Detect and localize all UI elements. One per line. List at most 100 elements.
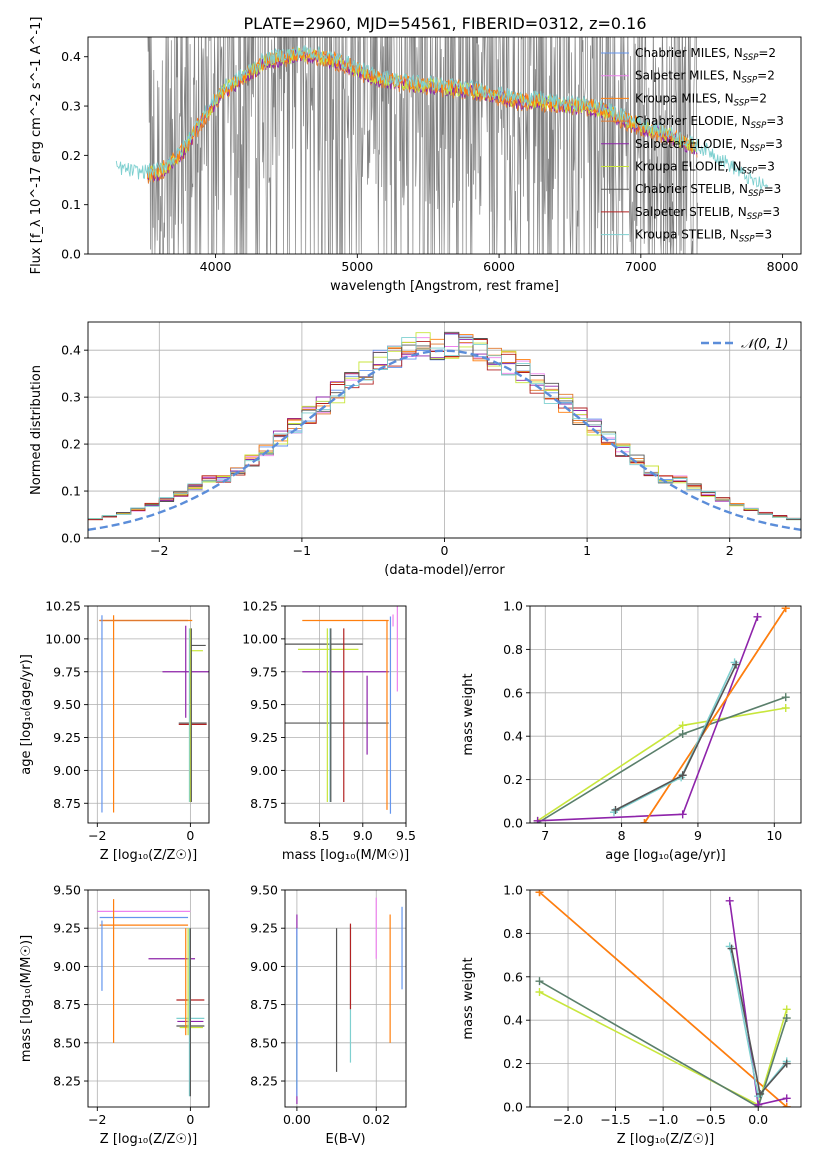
y-tick-label: 0.2 bbox=[503, 772, 523, 787]
weight-series-line bbox=[537, 696, 786, 823]
y-tick-label: 0.6 bbox=[503, 969, 523, 984]
weight-series-line bbox=[539, 980, 788, 1107]
weight-marker bbox=[782, 1005, 791, 1014]
panel-mass_vs_Z: −2 0 8.25 8.50 8.75 9.00 9.25 9.50 Z [log₁₀(Z/Z☉… bbox=[19, 883, 210, 1147]
weight-marker bbox=[754, 1100, 763, 1107]
weight-marker bbox=[781, 703, 790, 712]
axes-frame bbox=[284, 889, 407, 1108]
y-axis-label: mass weight bbox=[461, 957, 476, 1039]
residual-legend: 𝒩(0, 1) bbox=[701, 337, 788, 352]
weight-marker bbox=[753, 612, 762, 621]
x-axis-label: (data-model)/error bbox=[384, 563, 505, 578]
y-tick-label: 9.50 bbox=[53, 883, 81, 898]
weight-marker bbox=[781, 606, 790, 613]
y-tick-label: 0.6 bbox=[503, 685, 523, 700]
data-spectrum-line bbox=[147, 37, 698, 254]
plot-area-residuals bbox=[88, 331, 801, 531]
y-tick-label: 10.00 bbox=[45, 631, 81, 646]
panels-layer: Chabrier MILES, NSSP=2 Salpeter MILES, NS… bbox=[19, 17, 802, 1147]
y-tick-label: 0.0 bbox=[61, 531, 81, 546]
y-tick-label: 9.50 bbox=[53, 697, 81, 712]
weight-marker bbox=[640, 819, 649, 823]
x-tick-label: 8 bbox=[618, 828, 626, 843]
weight-series-line bbox=[613, 662, 736, 813]
panel-residuals: 𝒩(0, 1) −2 −1 0 1 2 0.0 0.1 0.2 0.3 0.4 (data-model… bbox=[29, 321, 802, 578]
figure-title: PLATE=2960, MJD=54561, FIBERID=0312, z=0… bbox=[243, 14, 646, 33]
y-tick-label: 8.75 bbox=[250, 997, 278, 1012]
y-tick-label: 0.4 bbox=[503, 1013, 523, 1028]
weight-marker bbox=[535, 977, 544, 986]
legend-label: Chabrier STELIB, NSSP=3 bbox=[635, 182, 781, 199]
y-tick-label: 9.00 bbox=[53, 763, 81, 778]
x-tick-label: −1 bbox=[293, 543, 311, 558]
y-tick-label: 10.25 bbox=[45, 599, 81, 614]
x-tick-label: −1.5 bbox=[600, 1112, 630, 1127]
plot-area-spectrum bbox=[115, 37, 769, 254]
normal-curve bbox=[88, 349, 801, 531]
x-tick-label: 6000 bbox=[483, 259, 515, 274]
weight-series-line bbox=[643, 607, 787, 823]
plot-area-age_vs_mass bbox=[285, 606, 398, 814]
legend-label: Salpeter ELODIE, NSSP=3 bbox=[635, 137, 783, 154]
y-tick-label: 0.0 bbox=[503, 1100, 523, 1115]
y-tick-label: 10.00 bbox=[242, 631, 278, 646]
weight-marker bbox=[727, 944, 736, 953]
residual-hist-kroupa_stelib bbox=[88, 337, 801, 520]
x-tick-label: −2 bbox=[150, 543, 168, 558]
y-tick-label: 1.0 bbox=[503, 599, 523, 614]
x-tick-label: 2 bbox=[726, 543, 734, 558]
panel-age_vs_mass: 8.5 9.0 9.5 8.75 9.00 9.25 9.50 9.75 10.00 10.25 m… bbox=[242, 599, 416, 864]
x-axis-label: Z [log₁₀(Z/Z☉)] bbox=[100, 848, 197, 863]
x-tick-label: −2 bbox=[88, 828, 106, 843]
x-axis-label: Z [log₁₀(Z/Z☉)] bbox=[100, 1132, 197, 1147]
y-axis-label: mass [log₁₀(M/M☉)] bbox=[19, 935, 34, 1062]
y-tick-label: 9.00 bbox=[53, 959, 81, 974]
spectrum-legend: Chabrier MILES, NSSP=2 Salpeter MILES, NS… bbox=[601, 46, 784, 245]
y-tick-label: 8.75 bbox=[53, 997, 81, 1012]
y-tick-label: 9.00 bbox=[250, 959, 278, 974]
y-tick-label: 9.25 bbox=[53, 921, 81, 936]
weight-marker bbox=[781, 693, 790, 702]
y-tick-label: 0.2 bbox=[61, 437, 81, 452]
y-tick-label: 0.4 bbox=[61, 343, 81, 358]
y-tick-label: 0.8 bbox=[503, 926, 523, 941]
y-tick-label: 8.25 bbox=[250, 1074, 278, 1089]
plot-area-mass_vs_Z bbox=[97, 899, 205, 1097]
x-tick-label: 0.0 bbox=[748, 1112, 768, 1127]
axes-frame bbox=[87, 889, 210, 1108]
weight-marker bbox=[782, 1103, 791, 1107]
x-tick-label: 9 bbox=[694, 828, 702, 843]
y-tick-label: 0.3 bbox=[61, 390, 81, 405]
x-tick-label: 0 bbox=[186, 1112, 194, 1127]
y-tick-label: 0.8 bbox=[503, 642, 523, 657]
weight-marker bbox=[533, 816, 542, 823]
y-tick-label: 9.50 bbox=[250, 883, 278, 898]
x-tick-label: −0.5 bbox=[695, 1112, 725, 1127]
weight-marker bbox=[782, 1094, 791, 1103]
y-tick-label: 8.75 bbox=[250, 796, 278, 811]
x-tick-label: 0 bbox=[441, 543, 449, 558]
x-tick-label: 5000 bbox=[341, 259, 373, 274]
panel-weight_vs_age: 7 8 9 10 0.0 0.2 0.4 0.6 0.8 1.0 age [log₁₀(age/yr… bbox=[461, 599, 802, 863]
plot-area-weight_vs_Z bbox=[535, 890, 791, 1107]
weight-marker bbox=[732, 660, 741, 669]
plot-area-age_vs_Z bbox=[99, 615, 209, 813]
y-tick-label: 0.2 bbox=[61, 148, 81, 163]
y-tick-label: 9.00 bbox=[250, 763, 278, 778]
legend-label: Kroupa ELODIE, NSSP=3 bbox=[635, 160, 775, 177]
axes-frame bbox=[529, 889, 802, 1108]
x-tick-label: −2.0 bbox=[553, 1112, 583, 1127]
y-tick-label: 8.50 bbox=[250, 1035, 278, 1050]
x-tick-label: 1 bbox=[583, 543, 591, 558]
y-tick-label: 9.75 bbox=[250, 664, 278, 679]
axes-frame bbox=[87, 36, 802, 255]
y-tick-label: 9.75 bbox=[53, 664, 81, 679]
y-tick-label: 0.4 bbox=[61, 49, 81, 64]
axes-frame bbox=[87, 605, 210, 824]
y-tick-label: 9.25 bbox=[53, 730, 81, 745]
panel-weight_vs_Z: −2.0 −1.5 −1.0 −0.5 0.0 0.0 0.2 0.4 0.6 0.8 1.0 Z [… bbox=[461, 883, 802, 1147]
y-tick-label: 8.50 bbox=[53, 1035, 81, 1050]
x-axis-label: age [log₁₀(age/yr)] bbox=[605, 848, 726, 863]
weight-marker bbox=[725, 896, 734, 905]
weight-series-line bbox=[538, 891, 788, 1107]
